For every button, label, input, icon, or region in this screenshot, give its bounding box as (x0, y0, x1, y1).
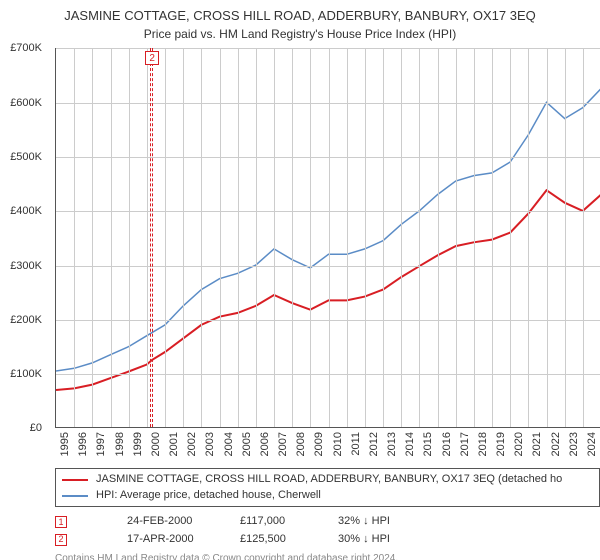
grid-line-vertical (510, 48, 511, 427)
grid-line-vertical (274, 48, 275, 427)
event-marker-label: 2 (145, 51, 159, 65)
row-change: 30% ↓ HPI (338, 531, 428, 549)
x-tick-label: 2015 (422, 432, 434, 456)
grid-line-vertical (147, 48, 148, 427)
grid-line-vertical (347, 48, 348, 427)
row-price: £117,000 (240, 513, 320, 531)
x-tick-label: 2011 (350, 432, 362, 456)
row-marker: 2 (55, 534, 67, 546)
grid-line-vertical (365, 48, 366, 427)
grid-line-vertical (474, 48, 475, 427)
y-tick-label: £400K (0, 205, 42, 217)
y-tick-label: £0 (0, 422, 42, 434)
grid-line-vertical (256, 48, 257, 427)
grid-line-vertical (419, 48, 420, 427)
x-tick-label: 1996 (77, 432, 89, 456)
y-tick-label: £100K (0, 368, 42, 380)
row-marker: 1 (55, 516, 67, 528)
grid-line-vertical (292, 48, 293, 427)
grid-line-vertical (310, 48, 311, 427)
x-tick-label: 2004 (223, 432, 235, 456)
transactions-table: 1 24-FEB-2000 £117,000 32% ↓ HPI 2 17-APR-200… (55, 513, 600, 548)
grid-line-vertical (492, 48, 493, 427)
chart-subtitle: Price paid vs. HM Land Registry's House … (10, 27, 590, 43)
y-tick-label: £300K (0, 260, 42, 272)
x-tick-label: 2013 (386, 432, 398, 456)
grid-line-vertical (383, 48, 384, 427)
x-tick-label: 2023 (568, 432, 580, 456)
chart-title: JASMINE COTTAGE, CROSS HILL ROAD, ADDERB… (10, 8, 590, 25)
legend: JASMINE COTTAGE, CROSS HILL ROAD, ADDERB… (55, 468, 600, 507)
grid-line-vertical (129, 48, 130, 427)
row-date: 17-APR-2000 (127, 531, 222, 549)
y-tick-label: £600K (0, 97, 42, 109)
x-tick-label: 1997 (95, 432, 107, 456)
x-tick-label: 2021 (531, 432, 543, 456)
event-marker-line (150, 48, 151, 427)
grid-line-vertical (456, 48, 457, 427)
x-axis-labels: 1995 1996 1997 1998 1999 2000 2001 2002 2003 2004… (55, 428, 600, 464)
row-price: £125,500 (240, 531, 320, 549)
x-tick-label: 2002 (186, 432, 198, 456)
grid-line-vertical (565, 48, 566, 427)
x-tick-label: 2005 (241, 432, 253, 456)
grid-line-vertical (92, 48, 93, 427)
grid-line-vertical (238, 48, 239, 427)
x-tick-label: 2003 (204, 432, 216, 456)
y-tick-label: £500K (0, 151, 42, 163)
legend-item: HPI: Average price, detached house, Cher… (62, 488, 593, 503)
y-tick-label: £700K (0, 42, 42, 54)
grid-line-vertical (438, 48, 439, 427)
x-tick-label: 1999 (132, 432, 144, 456)
grid-line-vertical (547, 48, 548, 427)
legend-label: JASMINE COTTAGE, CROSS HILL ROAD, ADDERB… (96, 472, 562, 487)
x-tick-label: 2010 (332, 432, 344, 456)
row-date: 24-FEB-2000 (127, 513, 222, 531)
x-tick-label: 2000 (150, 432, 162, 456)
y-tick-label: £200K (0, 314, 42, 326)
table-row: 1 24-FEB-2000 £117,000 32% ↓ HPI (55, 513, 600, 531)
event-marker-line (152, 48, 153, 427)
x-tick-label: 2022 (550, 432, 562, 456)
grid-line-vertical (583, 48, 584, 427)
x-tick-label: 1998 (114, 432, 126, 456)
row-change: 32% ↓ HPI (338, 513, 428, 531)
chart-plot-area: 2 (55, 48, 600, 428)
grid-line-vertical (111, 48, 112, 427)
x-tick-label: 2020 (513, 432, 525, 456)
x-tick-label: 2006 (259, 432, 271, 456)
x-tick-label: 2009 (313, 432, 325, 456)
x-tick-label: 2019 (495, 432, 507, 456)
grid-line-vertical (183, 48, 184, 427)
x-tick-label: 2008 (295, 432, 307, 456)
x-tick-label: 2018 (477, 432, 489, 456)
grid-line-vertical (528, 48, 529, 427)
legend-swatch (62, 479, 88, 481)
footer-attribution: Contains HM Land Registry data © Crown c… (55, 552, 600, 560)
x-tick-label: 2024 (586, 432, 598, 456)
x-tick-label: 2017 (459, 432, 471, 456)
footer-line1: Contains HM Land Registry data © Crown c… (55, 552, 600, 560)
x-tick-label: 2016 (441, 432, 453, 456)
x-tick-label: 2014 (404, 432, 416, 456)
x-tick-label: 2001 (168, 432, 180, 456)
legend-label: HPI: Average price, detached house, Cher… (96, 488, 321, 503)
legend-swatch (62, 495, 88, 497)
x-tick-label: 2007 (277, 432, 289, 456)
table-row: 2 17-APR-2000 £125,500 30% ↓ HPI (55, 531, 600, 549)
grid-line-vertical (165, 48, 166, 427)
grid-line-vertical (329, 48, 330, 427)
grid-line-vertical (401, 48, 402, 427)
legend-item: JASMINE COTTAGE, CROSS HILL ROAD, ADDERB… (62, 472, 593, 487)
grid-line-vertical (201, 48, 202, 427)
x-tick-label: 1995 (59, 432, 71, 456)
grid-line-vertical (74, 48, 75, 427)
grid-line-vertical (220, 48, 221, 427)
x-tick-label: 2012 (368, 432, 380, 456)
